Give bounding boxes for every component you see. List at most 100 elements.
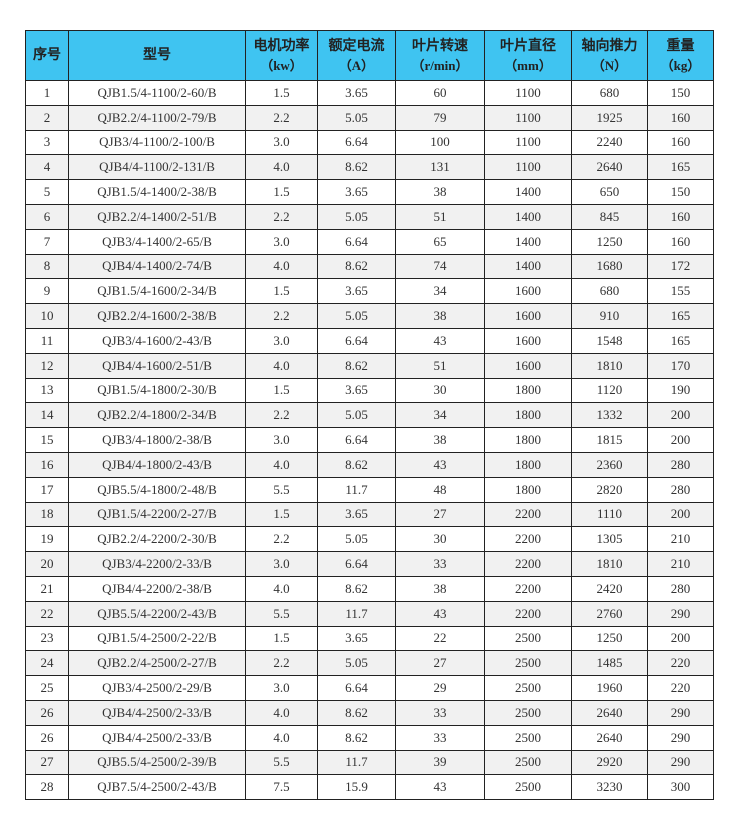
table-cell: 26 [25,699,69,726]
table-cell: 845 [571,203,648,230]
column-header: 型号 [68,30,246,81]
table-cell: 2640 [571,699,648,726]
table-cell: QJB3/4-1600/2-43/B [68,327,246,354]
table-cell: 1800 [484,451,572,478]
table-cell: 29 [395,675,485,701]
table-cell: 2.2 [245,203,318,230]
table-cell: QJB4/4-1100/2-131/B [68,154,246,181]
table-cell: 2500 [484,625,572,652]
table-cell: 1400 [484,228,572,255]
table-cell: QJB7.5/4-2500/2-43/B [68,774,246,801]
table-cell: 11 [25,327,69,354]
table-cell: 21 [25,575,69,602]
table-cell: 680 [571,80,648,106]
table-row: 18 QJB1.5/4-2200/2-27/B 1.5 3.65 27 2200 1110 2… [25,501,714,528]
table-cell: 33 [395,724,485,751]
table-row: 23 QJB1.5/4-2500/2-22/B 1.5 3.65 22 2500 1250 2… [25,625,714,652]
table-cell: QJB3/4-1800/2-38/B [68,427,246,453]
table-cell: 2.2 [245,104,318,131]
table-cell: 27 [395,501,485,528]
table-cell: 5.05 [317,104,396,131]
table-row: 21 QJB4/4-2200/2-38/B 4.0 8.62 38 2200 2420 280 [25,575,714,602]
table-cell: 1.5 [245,80,318,106]
column-label: 重量 [666,37,695,54]
table-cell: 300 [647,774,714,801]
table-cell: 3.0 [245,551,318,577]
table-cell: 1305 [571,526,648,553]
table-cell: 3230 [571,774,648,801]
table-cell: QJB4/4-1800/2-43/B [68,451,246,478]
table-cell: 1110 [571,501,648,528]
table-cell: 1600 [484,352,572,379]
table-cell: 25 [25,675,69,701]
column-header: 叶片转速 （r/min） [395,30,485,81]
table-cell: 1485 [571,650,648,677]
table-cell: 2.2 [245,402,318,429]
table-cell: 6.64 [317,327,396,354]
column-label: 额定电流 [328,37,385,54]
table-row: 19 QJB2.2/4-2200/2-30/B 2.2 5.05 30 2200 1305 2… [25,526,714,553]
table-cell: 150 [647,179,714,205]
table-cell: QJB4/4-1400/2-74/B [68,253,246,280]
table-cell: 2200 [484,551,572,577]
table-row: 1 QJB1.5/4-1100/2-60/B 1.5 3.65 60 1100 680 150 [25,80,714,106]
table-cell: QJB3/4-1100/2-100/B [68,129,246,156]
table-cell: 8.62 [317,451,396,478]
table-cell: 172 [647,253,714,280]
table-cell: 2820 [571,476,648,503]
table-cell: 2500 [484,699,572,726]
table-cell: 650 [571,179,648,205]
table-cell: 3.0 [245,427,318,453]
table-cell: 1332 [571,402,648,429]
table-cell: 160 [647,104,714,131]
table-cell: 43 [395,774,485,801]
table-cell: 5.5 [245,749,318,776]
table-cell: 6.64 [317,551,396,577]
table-cell: 1800 [484,377,572,404]
table-cell: 1815 [571,427,648,453]
table-cell: 8.62 [317,253,396,280]
table-cell: 8.62 [317,724,396,751]
table-row: 10 QJB2.2/4-1600/2-38/B 2.2 5.05 38 1600 910 16… [25,303,714,329]
table-cell: 11.7 [317,749,396,776]
table-cell: 280 [647,451,714,478]
table-cell: 1680 [571,253,648,280]
column-label: 叶片转速 [412,37,468,54]
table-cell: 48 [395,476,485,503]
table-cell: 3.65 [317,179,396,205]
column-label: 型号 [143,47,171,63]
table-cell: 155 [647,278,714,305]
table-cell: 2500 [484,749,572,776]
table-cell: 2920 [571,749,648,776]
table-cell: QJB2.2/4-2200/2-30/B [68,526,246,553]
table-cell: QJB3/4-1400/2-65/B [68,228,246,255]
table-cell: 22 [25,600,69,627]
table-cell: 4.0 [245,352,318,379]
table-row: 13 QJB1.5/4-1800/2-30/B 1.5 3.65 30 1800 1120 1… [25,377,714,404]
table-cell: 160 [647,129,714,156]
table-cell: QJB2.2/4-2500/2-27/B [68,650,246,677]
column-header: 电机功率 （kw） [245,30,318,81]
table-cell: 4.0 [245,699,318,726]
table-row: 9 QJB1.5/4-1600/2-34/B 1.5 3.65 34 1600 680 155 [25,278,714,305]
table-cell: 1400 [484,179,572,205]
table-cell: 2200 [484,600,572,627]
table-cell: 3.0 [245,129,318,156]
table-cell: 165 [647,327,714,354]
table-cell: 1800 [484,476,572,503]
table-cell: 4 [25,154,69,181]
table-cell: 27 [395,650,485,677]
table-cell: 38 [395,303,485,329]
table-cell: 15.9 [317,774,396,801]
table-cell: 1925 [571,104,648,131]
table-cell: 34 [395,402,485,429]
table-cell: 1.5 [245,179,318,205]
column-unit: （A） [338,57,375,73]
table-row: 8 QJB4/4-1400/2-74/B 4.0 8.62 74 1400 1680 172 [25,253,714,280]
table-row: 24 QJB2.2/4-2500/2-27/B 2.2 5.05 27 2500 1485 2… [25,650,714,677]
table-cell: 4.0 [245,575,318,602]
table-cell: 1600 [484,327,572,354]
table-cell: 26 [25,724,69,751]
table-cell: 2240 [571,129,648,156]
table-cell: 28 [25,774,69,801]
